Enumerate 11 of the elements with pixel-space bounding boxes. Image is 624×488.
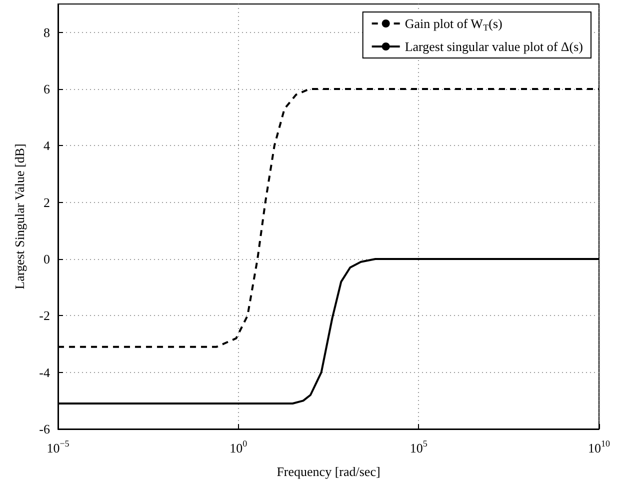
y-tick-label: 2 bbox=[44, 194, 50, 210]
y-tick-label: -2 bbox=[39, 308, 50, 324]
y-tick-label: -6 bbox=[39, 422, 50, 436]
y-tick-label: 8 bbox=[44, 24, 50, 40]
y-tick-label: 4 bbox=[44, 138, 50, 154]
legend-label: Largest singular value plot of Δ(s) bbox=[404, 39, 584, 54]
y-tick-label: 0 bbox=[44, 252, 50, 266]
x-axis-title: Frequency [rad/sec] bbox=[276, 464, 380, 479]
y-axis-title: Largest Singular Value [dB] bbox=[12, 144, 27, 290]
y-tick-label: 6 bbox=[44, 82, 50, 96]
y-tick-label: -4 bbox=[39, 364, 50, 380]
